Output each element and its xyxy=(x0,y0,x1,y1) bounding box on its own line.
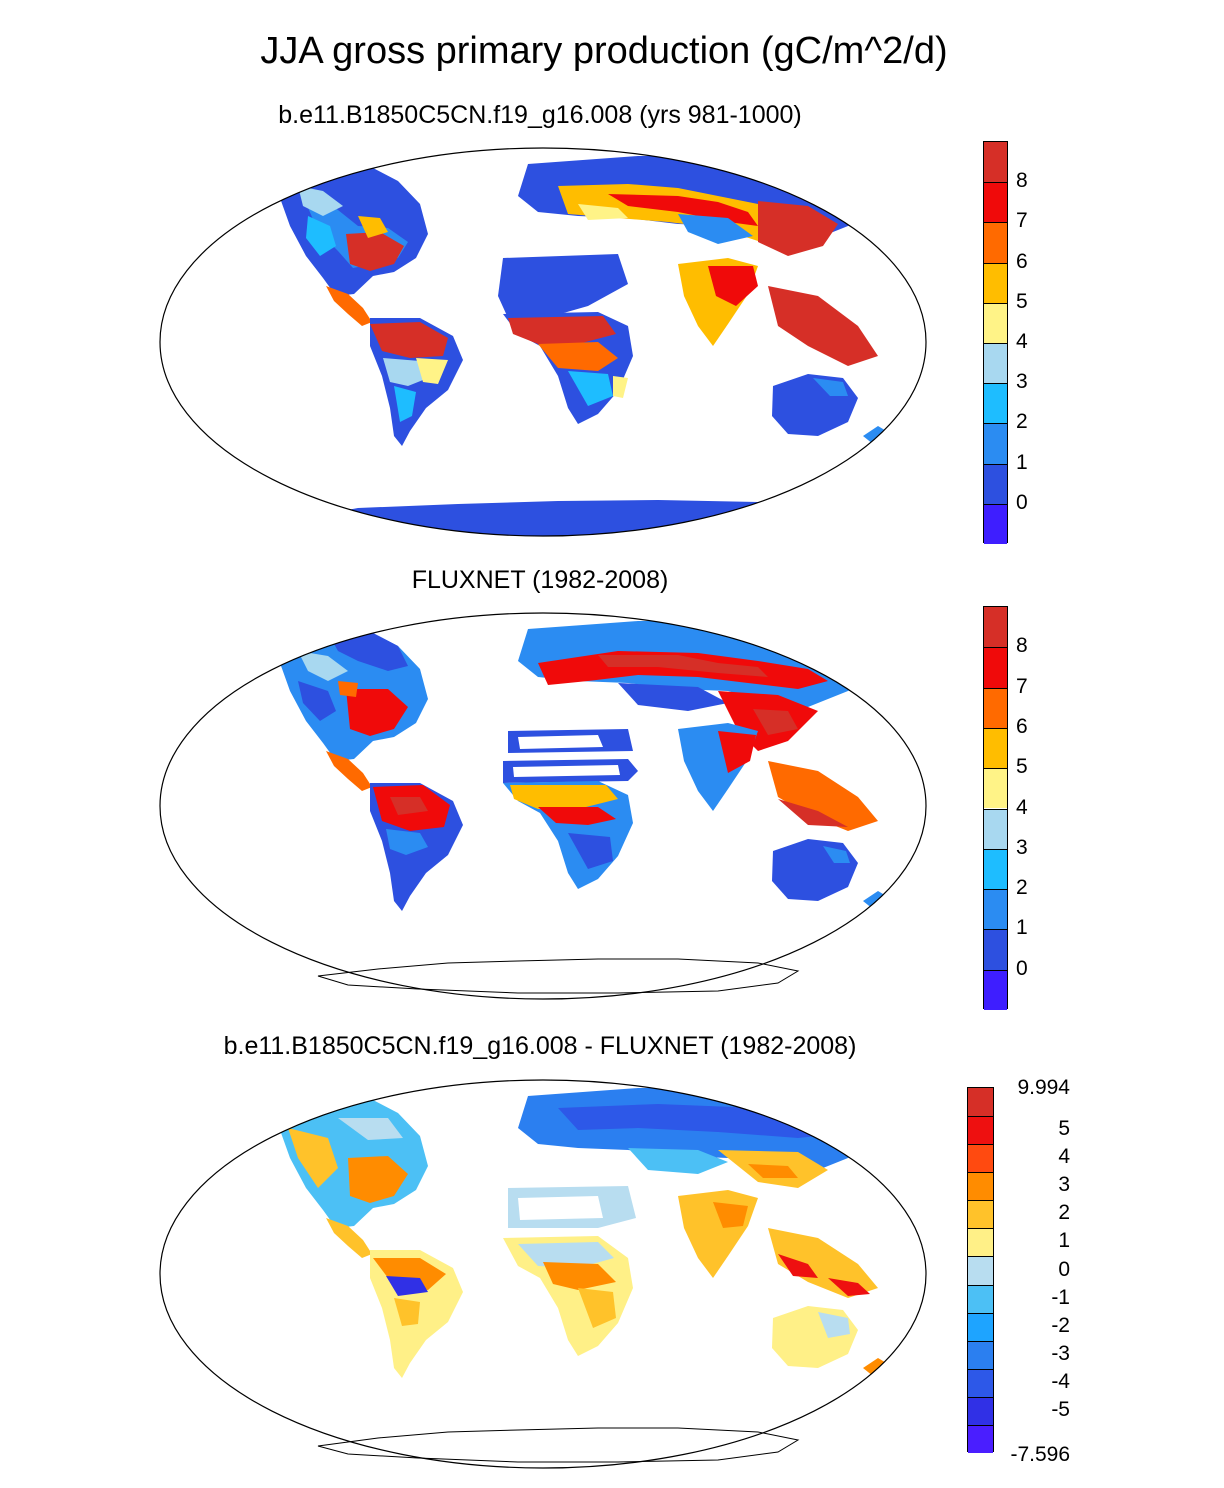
colorbar-tick-label: 6 xyxy=(1016,714,1028,738)
colorbar-swatch xyxy=(984,687,1007,728)
colorbar-tick-label: 4 xyxy=(1058,1145,1070,1169)
colorbar-swatch xyxy=(968,1256,993,1285)
colorbar-tick-label: 1 xyxy=(1016,450,1028,474)
colorbar-tick-label: 7 xyxy=(1016,674,1028,698)
colorbar-swatch xyxy=(968,1340,993,1369)
colorbar-tick-label: -5 xyxy=(1051,1397,1070,1421)
colorbar-swatch xyxy=(984,343,1007,384)
colorbar-swatch xyxy=(984,727,1007,769)
colorbar-swatch xyxy=(968,1172,993,1201)
colorbar-tick-label: 8 xyxy=(1016,169,1028,193)
panel-1-colorbar xyxy=(983,141,1008,544)
colorbar-tick-label: 0 xyxy=(1016,490,1028,514)
colorbar-tick-label: 4 xyxy=(1016,330,1028,353)
panel-3-map xyxy=(159,1079,927,1469)
colorbar-tick-label: 0 xyxy=(1016,956,1028,980)
colorbar-tick-label: -2 xyxy=(1051,1313,1070,1337)
colorbar-tick-label: -7.596 xyxy=(1010,1443,1070,1466)
colorbar-tick-label: 5 xyxy=(1016,289,1028,313)
colorbar-tick-label: 5 xyxy=(1016,755,1028,779)
colorbar-swatch xyxy=(984,768,1007,809)
colorbar-swatch xyxy=(984,222,1007,263)
colorbar-tick-label: -4 xyxy=(1051,1369,1070,1393)
colorbar-swatch xyxy=(984,262,1007,303)
colorbar-swatch xyxy=(968,1368,993,1397)
colorbar-swatch xyxy=(984,423,1007,464)
colorbar-tick-label: 2 xyxy=(1058,1201,1070,1225)
colorbar-tick-label: 2 xyxy=(1016,876,1028,900)
colorbar-tick-label: 1 xyxy=(1058,1229,1070,1253)
panel-1-map xyxy=(159,147,927,537)
colorbar-tick-label: 1 xyxy=(1016,916,1028,940)
colorbar-tick-label: 6 xyxy=(1016,249,1028,273)
colorbar-swatch xyxy=(968,1228,993,1257)
panel-1-title: b.e11.B1850C5CN.f19_g16.008 (yrs 981-100… xyxy=(278,101,802,129)
colorbar-swatch xyxy=(968,1116,993,1145)
colorbar-swatch xyxy=(984,503,1007,544)
panel-1-land xyxy=(278,156,908,536)
panel-3-land xyxy=(278,1088,888,1378)
colorbar-tick-label: 3 xyxy=(1016,835,1028,859)
colorbar-swatch xyxy=(984,808,1007,849)
colorbar-tick-label: 5 xyxy=(1058,1117,1070,1141)
colorbar-swatch xyxy=(984,929,1007,970)
colorbar-swatch xyxy=(968,1144,993,1173)
colorbar-swatch xyxy=(968,1312,993,1341)
colorbar-swatch xyxy=(984,383,1007,424)
colorbar-tick-label: 7 xyxy=(1016,209,1028,233)
colorbar-tick-label: 8 xyxy=(1016,634,1028,658)
panel-2-land xyxy=(278,621,888,911)
colorbar-swatch xyxy=(984,463,1007,504)
colorbar-swatch xyxy=(968,1284,993,1313)
colorbar-swatch xyxy=(984,848,1007,890)
colorbar-swatch xyxy=(984,647,1007,688)
colorbar-tick-label: 0 xyxy=(1058,1257,1070,1281)
colorbar-swatch xyxy=(968,1424,993,1453)
colorbar-tick-label: 9.994 xyxy=(1017,1076,1070,1099)
colorbar-tick-label: 2 xyxy=(1016,410,1028,434)
colorbar-tick-label: 3 xyxy=(1058,1173,1070,1197)
figure-title: JJA gross primary production (gC/m^2/d) xyxy=(260,30,948,72)
colorbar-tick-label: -1 xyxy=(1051,1285,1070,1309)
colorbar-tick-label: -3 xyxy=(1051,1341,1070,1365)
colorbar-swatch xyxy=(984,889,1007,930)
panel-2-map xyxy=(159,612,927,1000)
panel-3-title: b.e11.B1850C5CN.f19_g16.008 - FLUXNET (1… xyxy=(223,1032,857,1060)
colorbar-swatch xyxy=(984,182,1007,223)
panel-2-colorbar xyxy=(983,606,1008,1010)
colorbar-swatch xyxy=(984,607,1007,648)
panel-3-colorbar xyxy=(967,1087,994,1453)
colorbar-swatch xyxy=(984,969,1007,1010)
colorbar-swatch xyxy=(968,1396,993,1425)
panel-2-title: FLUXNET (1982-2008) xyxy=(411,566,669,594)
colorbar-tick-label: 4 xyxy=(1016,795,1028,819)
colorbar-swatch xyxy=(968,1200,993,1229)
colorbar-swatch xyxy=(984,142,1007,183)
colorbar-swatch xyxy=(984,302,1007,343)
colorbar-tick-label: 3 xyxy=(1016,370,1028,394)
colorbar-swatch xyxy=(968,1088,993,1117)
